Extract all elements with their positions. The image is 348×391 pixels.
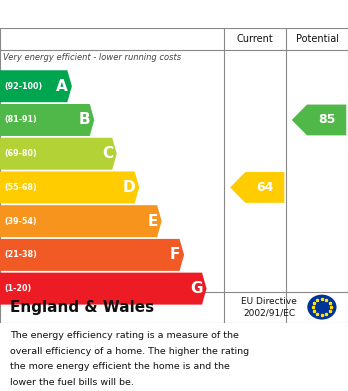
- Polygon shape: [0, 171, 139, 203]
- Polygon shape: [0, 104, 94, 136]
- Text: (69-80): (69-80): [4, 149, 37, 158]
- Polygon shape: [0, 70, 72, 102]
- Text: (55-68): (55-68): [4, 183, 37, 192]
- Polygon shape: [0, 239, 184, 271]
- Text: B: B: [79, 113, 90, 127]
- Text: G: G: [190, 281, 203, 296]
- Text: the more energy efficient the home is and the: the more energy efficient the home is an…: [10, 362, 230, 371]
- Text: A: A: [56, 79, 68, 94]
- Text: EU Directive: EU Directive: [241, 297, 297, 306]
- Text: (81-91): (81-91): [4, 115, 37, 124]
- Text: (21-38): (21-38): [4, 250, 37, 259]
- Text: overall efficiency of a home. The higher the rating: overall efficiency of a home. The higher…: [10, 346, 250, 355]
- Text: Not energy efficient - higher running costs: Not energy efficient - higher running co…: [3, 294, 181, 303]
- Text: (1-20): (1-20): [4, 284, 31, 293]
- Text: (39-54): (39-54): [4, 217, 37, 226]
- Text: The energy efficiency rating is a measure of the: The energy efficiency rating is a measur…: [10, 331, 239, 340]
- Polygon shape: [292, 104, 346, 135]
- Circle shape: [308, 295, 336, 319]
- Polygon shape: [0, 138, 117, 170]
- Polygon shape: [230, 172, 284, 203]
- Polygon shape: [0, 205, 161, 237]
- Text: (92-100): (92-100): [4, 82, 42, 91]
- Text: 64: 64: [256, 181, 274, 194]
- Text: F: F: [170, 248, 180, 262]
- Polygon shape: [0, 273, 207, 305]
- Text: D: D: [123, 180, 135, 195]
- Text: Very energy efficient - lower running costs: Very energy efficient - lower running co…: [3, 52, 182, 62]
- Text: E: E: [148, 213, 158, 229]
- Text: lower the fuel bills will be.: lower the fuel bills will be.: [10, 378, 134, 387]
- Text: 85: 85: [318, 113, 335, 126]
- Text: England & Wales: England & Wales: [10, 300, 155, 315]
- Text: Potential: Potential: [295, 34, 339, 44]
- Text: Current: Current: [237, 34, 274, 44]
- Text: C: C: [102, 146, 113, 161]
- Text: Energy Efficiency Rating: Energy Efficiency Rating: [10, 7, 220, 22]
- Text: 2002/91/EC: 2002/91/EC: [243, 309, 295, 318]
